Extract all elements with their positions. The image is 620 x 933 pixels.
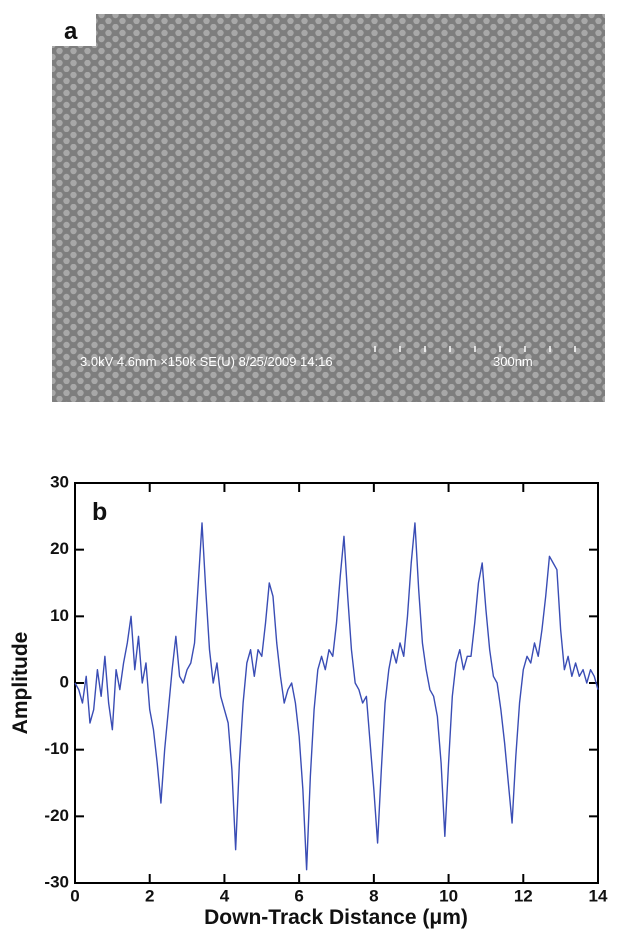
panel-label: b <box>92 498 107 526</box>
y-tick-label: 10 <box>50 606 69 625</box>
y-tick-label: 30 <box>50 472 69 491</box>
panel-label: a <box>64 18 78 45</box>
x-tick-label: 6 <box>294 886 303 905</box>
plot-frame <box>74 482 599 884</box>
panel-label-box <box>52 14 96 46</box>
y-tick-label: 0 <box>60 672 69 691</box>
image-info: 3.0kV 4.6mm ×150k SE(U) 8/25/2009 14:16 <box>80 354 333 369</box>
data-line <box>74 522 599 871</box>
y-tick-label: -10 <box>44 739 69 758</box>
x-tick-label: 10 <box>439 886 458 905</box>
x-tick-label: 14 <box>589 886 608 905</box>
y-tick-label: 20 <box>50 539 69 558</box>
scale-label: 300nm <box>493 354 533 369</box>
x-tick-label: 8 <box>369 886 378 905</box>
y-axis-label: Amplitude <box>9 632 32 735</box>
sem-image: a 3.0kV 4.6mm ×150k SE(U) 8/25/2009 14:1… <box>52 14 605 402</box>
x-axis-label: Down-Track Distance (μm) <box>204 906 468 929</box>
y-tick-label: -20 <box>44 806 69 825</box>
x-tick-label: 2 <box>145 886 154 905</box>
x-tick-label: 12 <box>514 886 533 905</box>
x-tick-label: 4 <box>220 886 230 905</box>
y-tick-label: -30 <box>44 872 69 891</box>
x-tick-label: 0 <box>70 886 79 905</box>
chart: b Down-Track Distance (μm) Amplitude <box>9 482 599 929</box>
scale-bar <box>374 346 576 352</box>
